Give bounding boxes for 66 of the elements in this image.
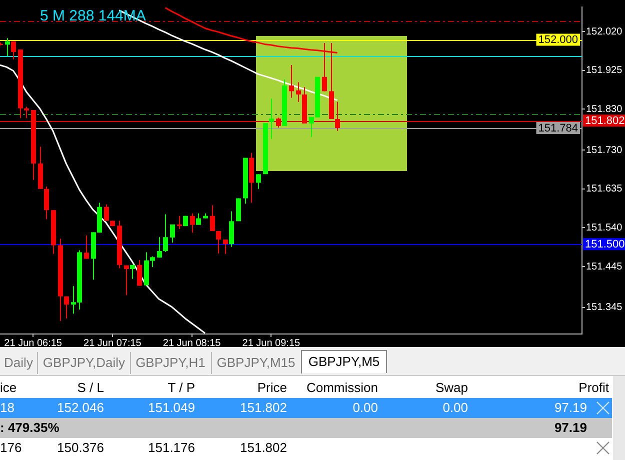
candlestick xyxy=(104,204,109,222)
y-tick-label: 151.925 xyxy=(586,65,623,76)
text: GBPJPY,H1 xyxy=(130,352,212,374)
candlestick xyxy=(210,204,215,232)
candlestick xyxy=(289,64,294,98)
candlestick xyxy=(44,186,49,220)
text: ice xyxy=(0,379,17,397)
candlestick xyxy=(296,82,301,102)
candlestick xyxy=(223,239,228,254)
candlestick xyxy=(276,117,281,128)
x-tick-label: 21 Jun 06:15 xyxy=(4,338,62,349)
candlestick xyxy=(170,224,175,243)
x-tick-label: 21 Jun 07:15 xyxy=(84,338,142,349)
text: Swap xyxy=(435,379,468,397)
y-tick-label: 151.540 xyxy=(586,222,623,234)
text: 151.802 xyxy=(240,399,287,417)
y-tick-label: 151.730 xyxy=(586,144,623,156)
text: Profit xyxy=(578,379,609,397)
candlestick xyxy=(269,98,274,140)
candlestick xyxy=(216,230,221,254)
candlestick xyxy=(163,214,168,252)
candlestick xyxy=(157,236,162,258)
text: S / L xyxy=(77,379,104,397)
candlestick xyxy=(177,215,182,230)
candlestick xyxy=(5,38,10,57)
candlestick xyxy=(24,106,29,119)
candlestick xyxy=(137,260,142,286)
text: : 479.35% xyxy=(0,419,60,437)
text: 97.19 xyxy=(554,399,587,417)
y-tick-label: 151.635 xyxy=(586,184,623,195)
candlestick xyxy=(196,212,201,226)
text: 152.046 xyxy=(57,399,104,417)
candlestick xyxy=(124,264,129,296)
candlestick xyxy=(11,40,16,60)
text: 97.19 xyxy=(554,419,587,437)
text: 151.176 xyxy=(148,439,195,457)
text: 151.802 xyxy=(240,439,287,457)
y-tick-label: 151.830 xyxy=(586,104,623,115)
text: 176 xyxy=(0,439,22,457)
text: Commission xyxy=(306,379,378,397)
y-tick-label: 151.345 xyxy=(586,302,623,314)
candlestick xyxy=(190,212,195,234)
text: 0.00 xyxy=(352,399,378,417)
candlestick xyxy=(335,101,340,132)
text: 18 xyxy=(0,399,14,417)
ref-line-label: 151.802 xyxy=(585,115,625,128)
candlestick xyxy=(130,264,135,280)
text: Price xyxy=(257,379,287,397)
text: 0.00 xyxy=(442,399,468,417)
y-tick-label: 151.445 xyxy=(586,261,623,272)
ref-line-label: 151.784 xyxy=(538,122,578,135)
x-tick-label: 21 Jun 09:15 xyxy=(242,338,301,349)
candlestick xyxy=(64,296,69,319)
y-tick-label: 152.020 xyxy=(586,26,623,38)
candlestick xyxy=(256,174,261,190)
text: Daily xyxy=(0,352,38,374)
text: GBPJPY,M15 xyxy=(211,352,302,374)
text: GBPJPY,Daily xyxy=(38,352,131,374)
text: 150.376 xyxy=(57,439,104,457)
text: T / P xyxy=(168,379,195,397)
candlestick xyxy=(84,234,89,260)
x-tick-label: 21 Jun 08:15 xyxy=(162,338,222,349)
ref-line-label: 152.000 xyxy=(538,34,578,46)
candlestick xyxy=(229,210,234,248)
text: 151.049 xyxy=(148,399,195,417)
ref-line-label: 151.500 xyxy=(585,238,625,251)
